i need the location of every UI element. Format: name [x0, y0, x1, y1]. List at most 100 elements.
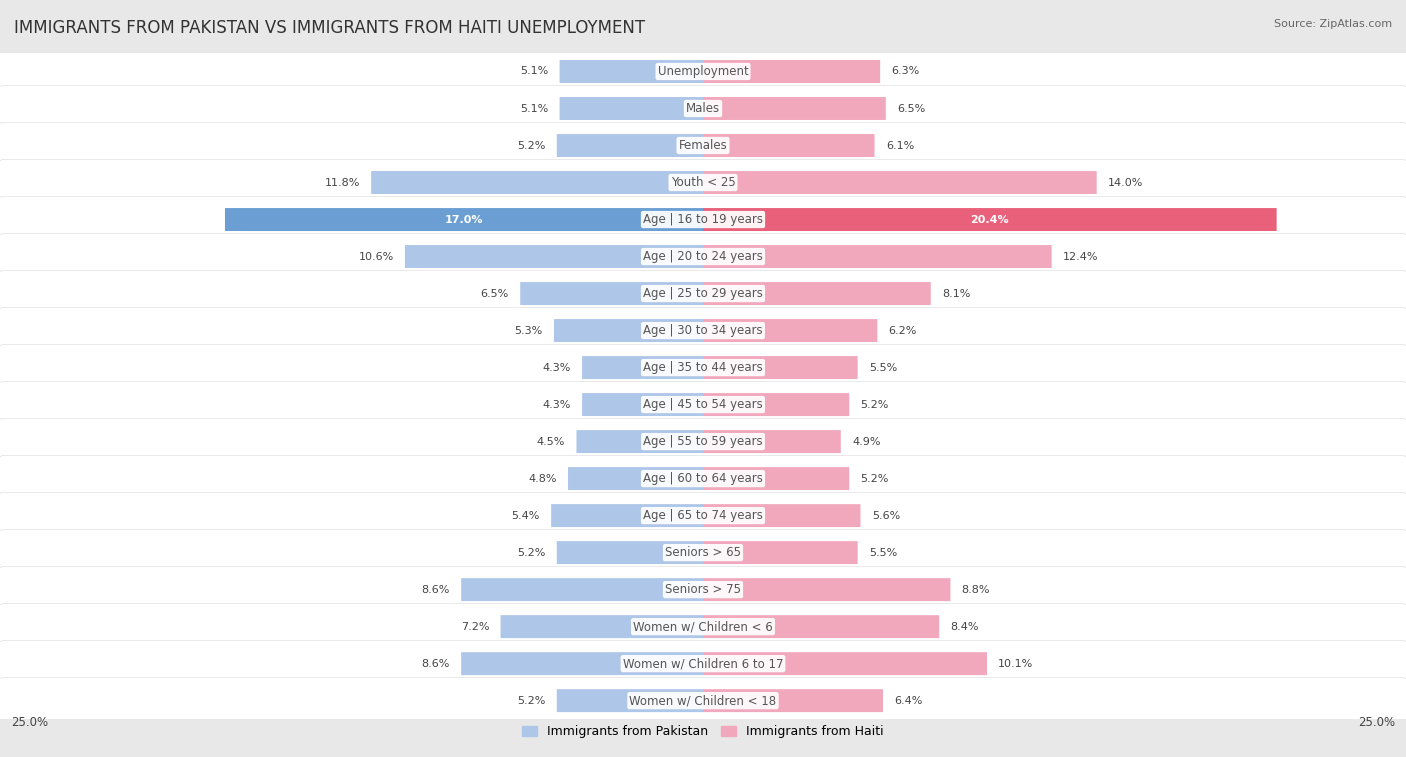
- Text: 4.9%: 4.9%: [852, 437, 880, 447]
- FancyBboxPatch shape: [557, 689, 703, 712]
- FancyBboxPatch shape: [0, 123, 1406, 169]
- FancyBboxPatch shape: [557, 134, 703, 157]
- Text: Unemployment: Unemployment: [658, 65, 748, 78]
- FancyBboxPatch shape: [0, 678, 1406, 724]
- FancyBboxPatch shape: [703, 689, 883, 712]
- Text: 11.8%: 11.8%: [325, 178, 360, 188]
- Text: Source: ZipAtlas.com: Source: ZipAtlas.com: [1274, 19, 1392, 29]
- FancyBboxPatch shape: [568, 467, 703, 490]
- Text: 5.2%: 5.2%: [517, 696, 546, 706]
- Text: Women w/ Children < 6: Women w/ Children < 6: [633, 620, 773, 633]
- FancyBboxPatch shape: [582, 393, 703, 416]
- Text: 6.1%: 6.1%: [886, 141, 914, 151]
- Text: 17.0%: 17.0%: [444, 214, 484, 225]
- Text: 5.1%: 5.1%: [520, 67, 548, 76]
- Text: Age | 45 to 54 years: Age | 45 to 54 years: [643, 398, 763, 411]
- Text: Seniors > 65: Seniors > 65: [665, 546, 741, 559]
- Text: 5.2%: 5.2%: [860, 474, 889, 484]
- FancyBboxPatch shape: [560, 60, 703, 83]
- FancyBboxPatch shape: [0, 160, 1406, 205]
- Text: 10.6%: 10.6%: [359, 251, 394, 261]
- FancyBboxPatch shape: [703, 245, 1052, 268]
- FancyBboxPatch shape: [501, 615, 703, 638]
- FancyBboxPatch shape: [0, 567, 1406, 612]
- FancyBboxPatch shape: [405, 245, 703, 268]
- Text: Women w/ Children 6 to 17: Women w/ Children 6 to 17: [623, 657, 783, 670]
- Text: 5.1%: 5.1%: [520, 104, 548, 114]
- FancyBboxPatch shape: [0, 234, 1406, 279]
- FancyBboxPatch shape: [551, 504, 703, 527]
- Text: Age | 25 to 29 years: Age | 25 to 29 years: [643, 287, 763, 300]
- FancyBboxPatch shape: [703, 134, 875, 157]
- Text: 14.0%: 14.0%: [1108, 178, 1143, 188]
- Text: 8.6%: 8.6%: [422, 659, 450, 668]
- FancyBboxPatch shape: [703, 467, 849, 490]
- FancyBboxPatch shape: [703, 615, 939, 638]
- Text: Age | 20 to 24 years: Age | 20 to 24 years: [643, 250, 763, 263]
- Text: 5.5%: 5.5%: [869, 363, 897, 372]
- Text: 8.4%: 8.4%: [950, 621, 979, 631]
- Text: Age | 65 to 74 years: Age | 65 to 74 years: [643, 509, 763, 522]
- FancyBboxPatch shape: [703, 97, 886, 120]
- FancyBboxPatch shape: [0, 197, 1406, 242]
- FancyBboxPatch shape: [703, 430, 841, 453]
- FancyBboxPatch shape: [225, 208, 703, 231]
- Text: 7.2%: 7.2%: [461, 621, 489, 631]
- FancyBboxPatch shape: [554, 319, 703, 342]
- Legend: Immigrants from Pakistan, Immigrants from Haiti: Immigrants from Pakistan, Immigrants fro…: [517, 720, 889, 743]
- Text: 10.1%: 10.1%: [998, 659, 1033, 668]
- Text: IMMIGRANTS FROM PAKISTAN VS IMMIGRANTS FROM HAITI UNEMPLOYMENT: IMMIGRANTS FROM PAKISTAN VS IMMIGRANTS F…: [14, 19, 645, 37]
- FancyBboxPatch shape: [703, 208, 1277, 231]
- Text: 5.4%: 5.4%: [512, 511, 540, 521]
- Text: 20.4%: 20.4%: [970, 214, 1010, 225]
- FancyBboxPatch shape: [0, 603, 1406, 650]
- FancyBboxPatch shape: [0, 493, 1406, 538]
- FancyBboxPatch shape: [703, 171, 1097, 194]
- FancyBboxPatch shape: [703, 356, 858, 379]
- Text: 6.5%: 6.5%: [481, 288, 509, 298]
- Text: 6.2%: 6.2%: [889, 326, 917, 335]
- FancyBboxPatch shape: [0, 382, 1406, 428]
- Text: Age | 30 to 34 years: Age | 30 to 34 years: [643, 324, 763, 337]
- Text: 4.3%: 4.3%: [543, 400, 571, 410]
- FancyBboxPatch shape: [0, 307, 1406, 354]
- FancyBboxPatch shape: [703, 393, 849, 416]
- Text: 6.4%: 6.4%: [894, 696, 922, 706]
- FancyBboxPatch shape: [560, 97, 703, 120]
- FancyBboxPatch shape: [0, 270, 1406, 316]
- Text: Women w/ Children < 18: Women w/ Children < 18: [630, 694, 776, 707]
- Text: 6.5%: 6.5%: [897, 104, 925, 114]
- Text: 5.2%: 5.2%: [517, 141, 546, 151]
- FancyBboxPatch shape: [703, 578, 950, 601]
- FancyBboxPatch shape: [557, 541, 703, 564]
- Text: 5.2%: 5.2%: [860, 400, 889, 410]
- FancyBboxPatch shape: [703, 653, 987, 675]
- FancyBboxPatch shape: [0, 419, 1406, 465]
- Text: 5.2%: 5.2%: [517, 547, 546, 558]
- Text: 8.6%: 8.6%: [422, 584, 450, 594]
- Text: 6.3%: 6.3%: [891, 67, 920, 76]
- FancyBboxPatch shape: [0, 456, 1406, 502]
- FancyBboxPatch shape: [461, 578, 703, 601]
- Text: Age | 55 to 59 years: Age | 55 to 59 years: [643, 435, 763, 448]
- Text: Females: Females: [679, 139, 727, 152]
- FancyBboxPatch shape: [576, 430, 703, 453]
- Text: Youth < 25: Youth < 25: [671, 176, 735, 189]
- FancyBboxPatch shape: [520, 282, 703, 305]
- Text: 5.6%: 5.6%: [872, 511, 900, 521]
- FancyBboxPatch shape: [703, 60, 880, 83]
- FancyBboxPatch shape: [582, 356, 703, 379]
- Text: Males: Males: [686, 102, 720, 115]
- Text: 4.5%: 4.5%: [537, 437, 565, 447]
- Text: 5.5%: 5.5%: [869, 547, 897, 558]
- FancyBboxPatch shape: [0, 640, 1406, 687]
- FancyBboxPatch shape: [703, 319, 877, 342]
- Text: 25.0%: 25.0%: [1358, 716, 1395, 730]
- Text: Seniors > 75: Seniors > 75: [665, 583, 741, 596]
- Text: 8.1%: 8.1%: [942, 288, 970, 298]
- FancyBboxPatch shape: [371, 171, 703, 194]
- Text: Age | 35 to 44 years: Age | 35 to 44 years: [643, 361, 763, 374]
- Text: 4.3%: 4.3%: [543, 363, 571, 372]
- Text: 25.0%: 25.0%: [11, 716, 48, 730]
- FancyBboxPatch shape: [461, 653, 703, 675]
